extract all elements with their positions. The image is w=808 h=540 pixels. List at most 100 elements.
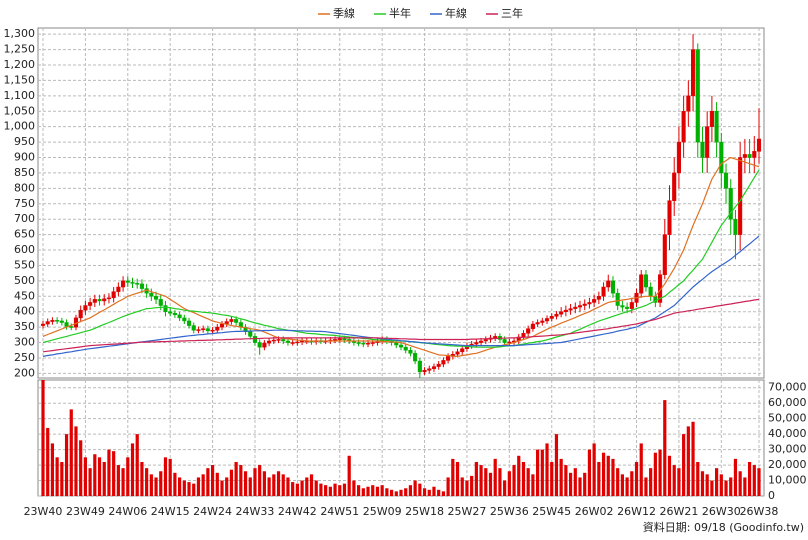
volume-bar bbox=[135, 434, 139, 496]
candle-body bbox=[234, 319, 239, 323]
volume-bar bbox=[658, 449, 662, 496]
volume-bar bbox=[309, 474, 314, 496]
volume-bar bbox=[705, 474, 709, 496]
candle-body bbox=[747, 154, 752, 158]
volume-bar bbox=[272, 474, 276, 496]
y-tick-label: 200 bbox=[14, 366, 35, 379]
volume-bar bbox=[729, 477, 733, 496]
x-tick-label: 24W33 bbox=[236, 505, 275, 518]
volume-bar bbox=[696, 461, 700, 496]
volume-bar bbox=[333, 483, 337, 496]
volume-bar bbox=[512, 465, 516, 496]
volume-bar bbox=[352, 480, 356, 496]
candle-body bbox=[139, 283, 144, 289]
volume-bar bbox=[625, 477, 629, 496]
candle-body bbox=[573, 306, 578, 309]
volume-bar bbox=[616, 468, 620, 496]
volume-bar bbox=[83, 457, 87, 496]
candle-body bbox=[728, 188, 733, 220]
volume-bar bbox=[371, 485, 375, 496]
x-tick-label: 24W06 bbox=[108, 505, 147, 518]
candle-body bbox=[606, 280, 611, 288]
candle-body bbox=[248, 331, 253, 337]
volume-bar bbox=[361, 488, 365, 496]
volume-bar bbox=[587, 449, 592, 496]
y2-tick-label: 0 bbox=[768, 489, 775, 502]
volume-bar bbox=[291, 482, 295, 496]
volume-bar bbox=[418, 483, 422, 496]
candle-body bbox=[752, 151, 757, 158]
volume-bar bbox=[46, 427, 50, 496]
candle-body bbox=[625, 306, 630, 309]
volume-bar bbox=[437, 489, 441, 496]
volume-bar bbox=[41, 380, 45, 496]
volume-bar bbox=[116, 465, 120, 496]
volume-bar bbox=[187, 482, 191, 496]
candle-body bbox=[210, 329, 215, 332]
candle-body bbox=[540, 320, 545, 323]
volume-bar bbox=[380, 485, 384, 496]
candle-body bbox=[577, 305, 583, 308]
volume-bar bbox=[276, 471, 281, 496]
candle-body bbox=[526, 328, 531, 334]
volume-bar bbox=[319, 483, 323, 496]
volume-bar bbox=[389, 489, 394, 496]
candle-body bbox=[691, 49, 696, 97]
candle-body bbox=[709, 111, 714, 127]
candle-body bbox=[592, 299, 597, 303]
candle-body bbox=[102, 298, 107, 302]
candle-body bbox=[427, 368, 432, 371]
candle-body bbox=[705, 126, 710, 158]
volume-bar bbox=[149, 474, 153, 496]
volume-bar bbox=[484, 468, 488, 496]
y-tick-label: 1,000 bbox=[4, 120, 36, 133]
volume-bar bbox=[540, 449, 544, 496]
volume-bar bbox=[338, 485, 342, 496]
volume-bar bbox=[408, 485, 413, 496]
volume-bar bbox=[239, 465, 243, 496]
volume-bar bbox=[399, 489, 403, 496]
candle-body bbox=[215, 326, 220, 331]
volume-bar bbox=[234, 461, 238, 496]
volume-bar bbox=[173, 472, 177, 496]
volume-bar bbox=[182, 480, 186, 496]
volume-bar bbox=[427, 489, 431, 496]
volume-bar bbox=[394, 491, 398, 496]
candle-body bbox=[186, 320, 192, 326]
volume-bar bbox=[733, 458, 738, 496]
x-tick-label: 24W51 bbox=[320, 505, 359, 518]
y-tick-label: 1,150 bbox=[4, 73, 36, 86]
volume-bar bbox=[460, 477, 464, 496]
candle-body bbox=[271, 339, 276, 342]
candle-body bbox=[563, 309, 568, 312]
volume-bar bbox=[243, 471, 248, 496]
candle-body bbox=[535, 322, 540, 325]
candle-body bbox=[667, 200, 672, 235]
x-tick-label: 25W09 bbox=[363, 505, 402, 518]
candle-body bbox=[672, 172, 677, 201]
volume-bar bbox=[140, 461, 144, 496]
volume-bar bbox=[126, 457, 130, 496]
candle-body bbox=[59, 320, 64, 323]
y-tick-label: 900 bbox=[14, 151, 35, 164]
y-tick-label: 1,200 bbox=[4, 58, 36, 71]
candle-body bbox=[601, 286, 606, 297]
y-tick-label: 550 bbox=[14, 258, 35, 271]
volume-bar bbox=[206, 468, 210, 496]
volume-bar bbox=[385, 488, 389, 496]
candle-body bbox=[295, 341, 300, 344]
volume-bar bbox=[347, 455, 351, 496]
y-tick-label: 1,250 bbox=[4, 43, 36, 56]
volume-bar bbox=[225, 477, 229, 496]
candle-body bbox=[455, 351, 460, 355]
volume-bar bbox=[531, 474, 535, 496]
candle-body bbox=[116, 286, 121, 292]
candle-body bbox=[196, 329, 201, 331]
candle-body bbox=[629, 302, 634, 309]
candle-body bbox=[177, 314, 182, 319]
x-tick-label: 26W12 bbox=[617, 505, 656, 518]
y2-tick-label: 50,000 bbox=[768, 412, 807, 425]
x-tick-label: 26W02 bbox=[575, 505, 614, 518]
volume-bar bbox=[220, 480, 224, 496]
volume-bar bbox=[752, 465, 756, 496]
